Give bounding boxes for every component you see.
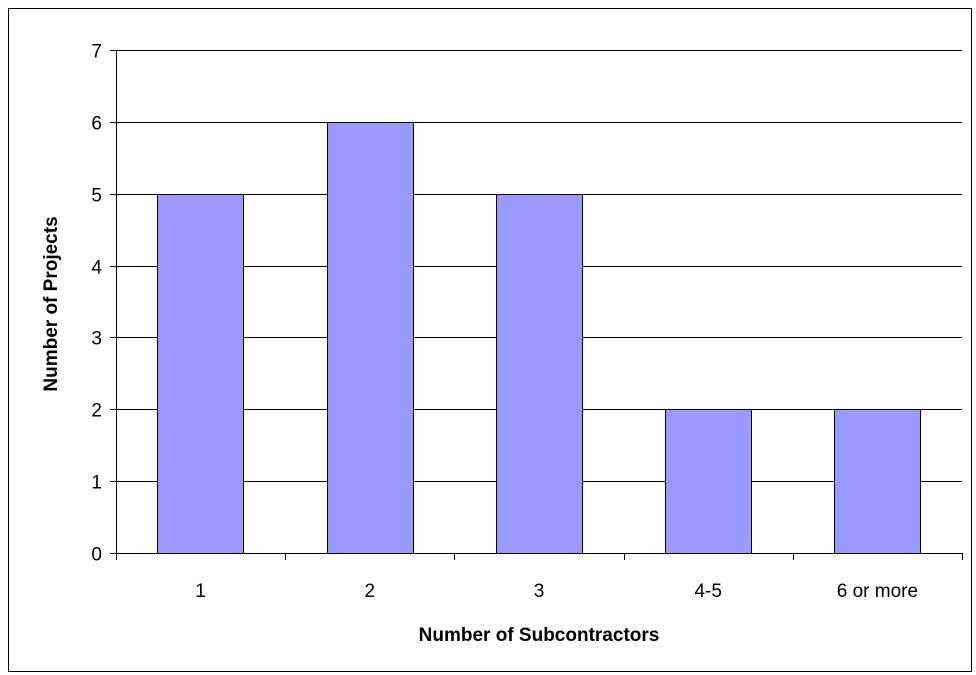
bar-6-or-more [834, 409, 921, 554]
y-axis-title: Number of Projects [41, 216, 62, 391]
x-tick-label: 4-5 [694, 581, 721, 602]
y-tick-label: 7 [91, 42, 102, 63]
x-tick-label: 1 [195, 581, 206, 602]
y-tick-label: 5 [91, 186, 102, 207]
x-tick-label: 6 or more [837, 581, 918, 602]
axes [110, 50, 963, 560]
x-axis-title: Number of Subcontractors [419, 625, 660, 646]
x-tick-label: 2 [365, 581, 376, 602]
x-tick-label: 3 [534, 581, 545, 602]
bar-1 [157, 194, 244, 554]
tick-labels: 0 1 2 3 4 5 6 7 1 2 3 4-5 6 or more [91, 42, 918, 603]
bars [157, 122, 921, 554]
bar-3 [496, 194, 583, 554]
y-tick-label: 4 [91, 258, 102, 279]
y-tick-label: 2 [91, 401, 102, 422]
bar-2 [327, 122, 414, 554]
y-tick-label: 1 [91, 473, 102, 494]
y-tick-label: 6 [91, 114, 102, 135]
y-tick-label: 0 [91, 545, 102, 566]
bar-4-5 [665, 409, 752, 554]
y-tick-label: 3 [91, 329, 102, 350]
